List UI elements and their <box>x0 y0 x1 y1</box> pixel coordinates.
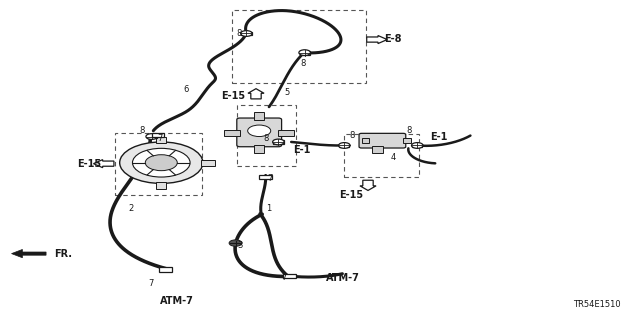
FancyBboxPatch shape <box>359 133 406 148</box>
Text: TR54E1510: TR54E1510 <box>573 300 621 309</box>
Text: E-15: E-15 <box>339 190 363 200</box>
FancyBboxPatch shape <box>237 118 282 147</box>
Bar <box>237 105 296 166</box>
Bar <box>241 32 252 35</box>
Bar <box>147 135 157 138</box>
Bar <box>412 144 422 147</box>
Text: 5: 5 <box>285 88 290 97</box>
Bar <box>224 130 240 136</box>
Text: 8: 8 <box>237 29 242 38</box>
Circle shape <box>229 240 242 246</box>
Text: 7: 7 <box>148 279 154 288</box>
Circle shape <box>412 143 423 148</box>
Bar <box>259 175 272 179</box>
Circle shape <box>241 31 252 36</box>
Bar <box>156 182 166 189</box>
Text: 1: 1 <box>266 204 271 213</box>
Bar <box>283 274 296 278</box>
Bar <box>403 138 411 143</box>
Text: E-8: E-8 <box>384 34 401 44</box>
Bar <box>344 134 419 177</box>
Polygon shape <box>12 249 46 258</box>
Bar <box>362 138 369 143</box>
Text: 3: 3 <box>237 241 242 250</box>
Text: 2: 2 <box>128 204 133 213</box>
Circle shape <box>146 134 157 139</box>
Circle shape <box>145 155 177 171</box>
Polygon shape <box>360 180 376 190</box>
Text: 8: 8 <box>350 131 355 140</box>
Text: 8: 8 <box>264 134 269 143</box>
Bar <box>156 137 166 143</box>
Circle shape <box>299 50 310 56</box>
Text: 7: 7 <box>268 174 273 183</box>
Polygon shape <box>93 160 114 168</box>
Text: 8: 8 <box>406 126 412 135</box>
Text: ATM-7: ATM-7 <box>326 273 360 283</box>
Bar <box>232 10 366 83</box>
Text: 7: 7 <box>282 273 287 282</box>
Text: E-15: E-15 <box>77 159 101 169</box>
Bar <box>254 112 264 120</box>
Bar <box>278 130 294 136</box>
Text: 7: 7 <box>157 134 162 143</box>
Text: 8: 8 <box>301 59 306 68</box>
Text: ATM-7: ATM-7 <box>160 296 194 307</box>
Circle shape <box>339 143 350 148</box>
Text: 6: 6 <box>184 85 189 94</box>
Bar <box>254 145 264 153</box>
Bar <box>152 133 164 137</box>
Circle shape <box>248 125 271 137</box>
Text: FR.: FR. <box>54 249 72 259</box>
Polygon shape <box>248 89 264 99</box>
Bar <box>339 144 349 147</box>
Bar <box>300 51 310 55</box>
Bar <box>201 160 215 166</box>
Circle shape <box>273 139 284 145</box>
Text: E-1: E-1 <box>293 145 310 155</box>
Text: 8: 8 <box>140 126 145 135</box>
Bar <box>159 267 172 272</box>
Polygon shape <box>367 35 387 44</box>
Circle shape <box>120 142 203 183</box>
Bar <box>372 146 383 153</box>
Text: 4: 4 <box>390 153 396 162</box>
Bar <box>115 133 202 195</box>
Circle shape <box>132 148 190 177</box>
Text: E-1: E-1 <box>430 132 447 142</box>
Text: E-15: E-15 <box>221 91 245 101</box>
Bar <box>273 140 284 144</box>
